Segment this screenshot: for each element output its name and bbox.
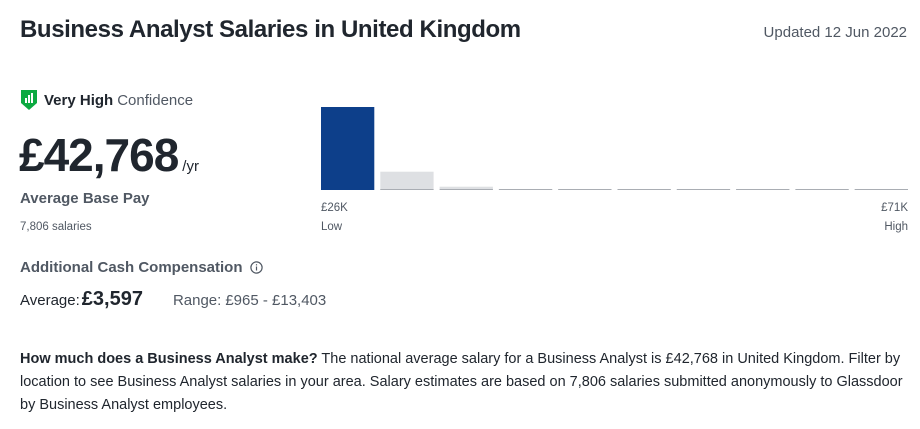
salaries-count: 7,806 salaries xyxy=(20,221,92,233)
salary-description: How much does a Business Analyst make? T… xyxy=(20,348,905,417)
info-icon[interactable] xyxy=(249,261,263,274)
confidence-suffix: Confidence xyxy=(117,91,194,109)
histogram-high-label: High xyxy=(884,221,908,233)
histogram-bar-baseline xyxy=(854,189,908,190)
histogram-bar-baseline xyxy=(380,189,434,190)
page-title: Business Analyst Salaries in United King… xyxy=(20,16,521,43)
histogram-high-value: £71K xyxy=(881,202,908,214)
description-text: The national average salary for a Busine… xyxy=(20,351,903,413)
salary-histogram xyxy=(321,107,908,190)
confidence-level: Very High xyxy=(44,91,114,109)
histogram-bar xyxy=(380,171,434,190)
histogram-bar-baseline xyxy=(498,189,553,190)
histogram-bar-current xyxy=(321,107,375,190)
histogram-bar-baseline xyxy=(617,189,671,190)
confidence-indicator: Very High Confidence xyxy=(20,89,193,111)
additional-compensation-values: Average: £3,597 Range: £965 - £13,403 xyxy=(20,288,326,311)
average-label: Average: xyxy=(20,292,80,309)
average-pay: £42,768 /yr xyxy=(19,128,199,182)
histogram-low-label: Low xyxy=(321,221,343,233)
range-value: £965 - £13,403 xyxy=(225,292,327,309)
histogram-bar-baseline xyxy=(558,189,612,190)
pay-amount: £42,768 xyxy=(19,129,179,181)
histogram-bar xyxy=(439,186,493,190)
additional-compensation-title: Additional Cash Compensation xyxy=(20,259,243,276)
histogram-low-value: £26K xyxy=(321,202,348,214)
histogram-bar-baseline xyxy=(439,189,493,190)
range-label: Range: xyxy=(172,292,222,309)
confidence-shield-icon xyxy=(20,89,38,111)
updated-date: Updated 12 Jun 2022 xyxy=(763,24,907,41)
average-value: £3,597 xyxy=(81,288,143,310)
description-question: How much does a Business Analyst make? xyxy=(20,351,318,367)
histogram-bar-baseline xyxy=(736,189,790,190)
pay-unit: /yr xyxy=(182,158,199,175)
pay-label: Average Base Pay xyxy=(20,190,150,207)
additional-compensation-heading: Additional Cash Compensation xyxy=(20,259,263,276)
histogram-bar-baseline xyxy=(676,189,731,190)
histogram-bar-baseline xyxy=(795,189,849,190)
